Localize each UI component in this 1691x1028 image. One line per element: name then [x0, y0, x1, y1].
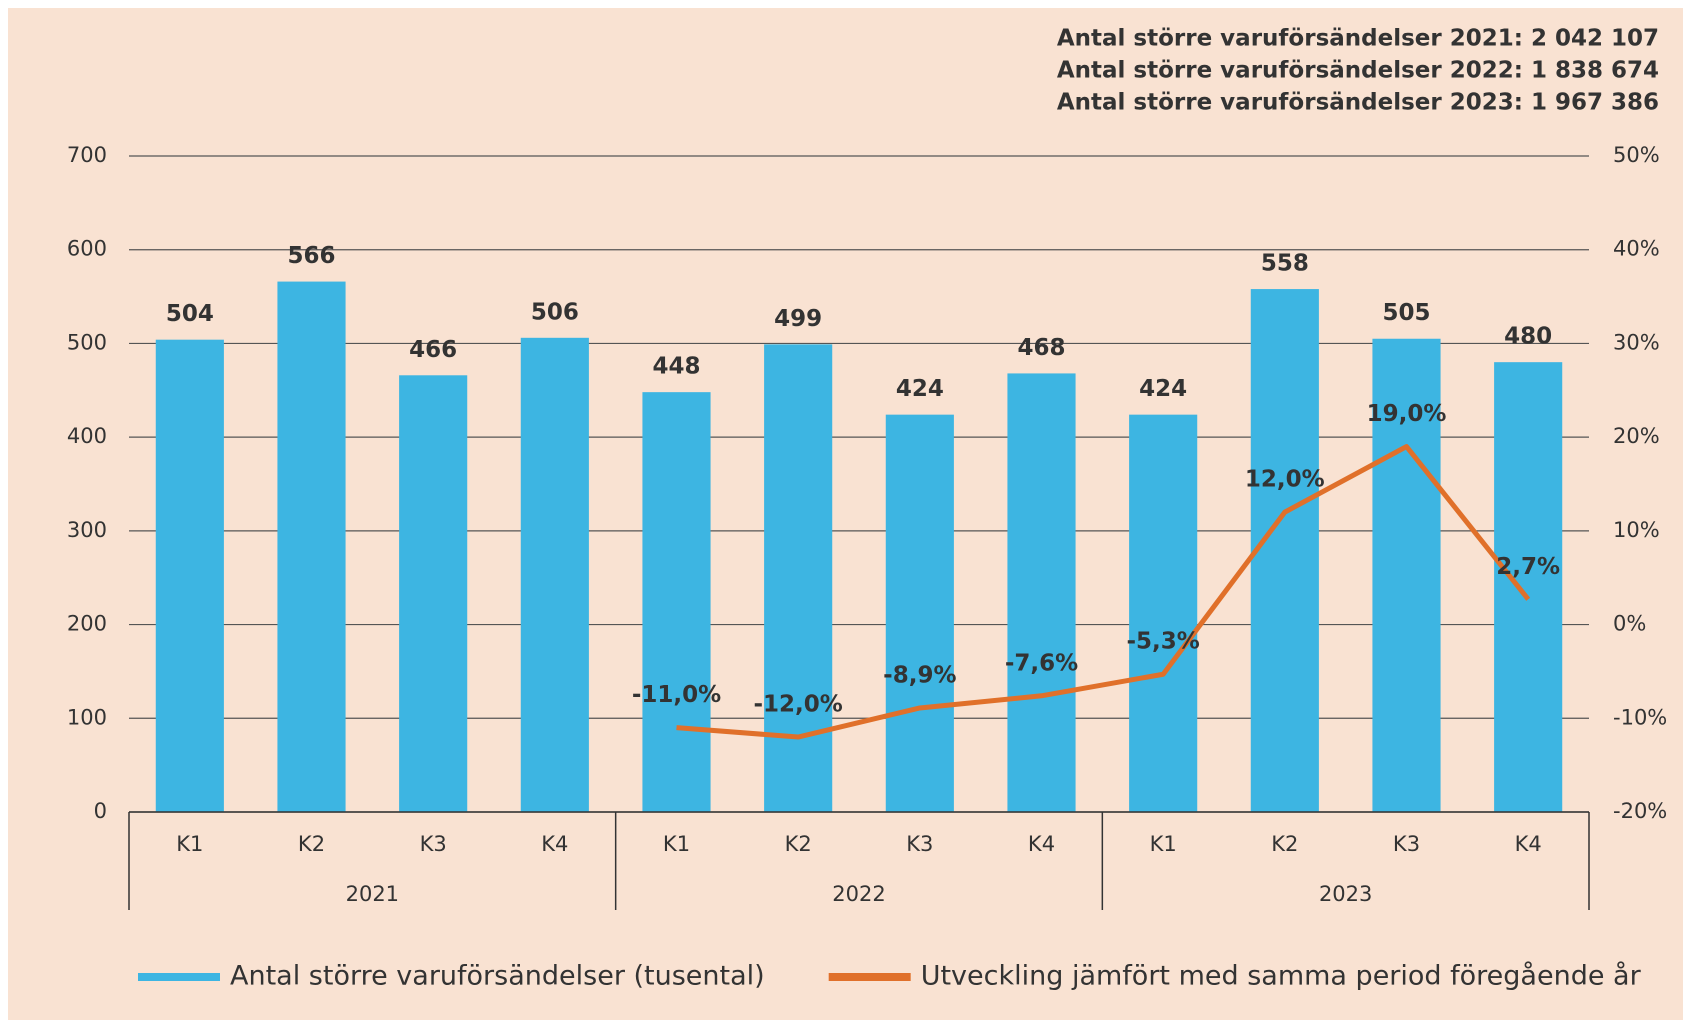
y-tick-label: 500	[67, 330, 107, 354]
y2-tick-label: 10%	[1613, 518, 1660, 542]
x-tick-label: K1	[663, 832, 690, 856]
x-tick-label: K1	[176, 832, 203, 856]
data-label: 558	[1261, 251, 1309, 277]
legend-label: Antal större varuförsändelser (tusental)	[230, 961, 765, 992]
group-label: 2021	[346, 882, 399, 906]
annotation: Antal större varuförsändelser 2021: 2 04…	[1057, 26, 1659, 52]
line	[676, 444, 1531, 740]
bar	[399, 375, 468, 812]
bar	[764, 344, 833, 812]
line-data-label: 2,7%	[1496, 554, 1560, 580]
x-tick-label: K3	[906, 832, 933, 856]
bar	[1494, 362, 1563, 812]
y2-tick-label: 0%	[1613, 612, 1646, 636]
group-label: 2022	[832, 882, 885, 906]
legend-label: Utveckling jämfört med samma period före…	[921, 961, 1642, 992]
x-tick-label: K3	[420, 832, 447, 856]
y2-tick-label: -10%	[1613, 705, 1667, 729]
line-data-label: 12,0%	[1245, 467, 1325, 493]
bar	[1007, 373, 1076, 812]
bar	[1372, 338, 1441, 812]
bar	[642, 392, 711, 812]
line-data-label: -8,9%	[883, 662, 956, 688]
bar	[277, 281, 346, 812]
group-label: 2023	[1319, 882, 1372, 906]
line-data-label: -11,0%	[632, 682, 721, 708]
x-tick-label: K1	[1150, 832, 1177, 856]
y2-tick-label: 20%	[1613, 424, 1660, 448]
x-tick-label: K4	[541, 832, 568, 856]
y2-tick-label: 30%	[1613, 330, 1660, 354]
line-data-label: 19,0%	[1367, 401, 1447, 427]
x-tick-label: K4	[1515, 832, 1542, 856]
data-label: 504	[166, 301, 214, 327]
bar	[885, 414, 954, 812]
y2-tick-label: 50%	[1613, 143, 1660, 167]
x-tick-label: K2	[298, 832, 325, 856]
y-tick-label: 700	[67, 143, 107, 167]
y-tick-label: 400	[67, 424, 107, 448]
line-data-label: -5,3%	[1126, 629, 1199, 655]
x-tick-label: K2	[785, 832, 812, 856]
data-label: 466	[409, 337, 457, 363]
x-tick-label: K3	[1393, 832, 1420, 856]
data-label: 480	[1504, 324, 1552, 350]
line-data-label: -7,6%	[1005, 650, 1078, 676]
data-label: 566	[287, 243, 335, 269]
data-label: 448	[652, 354, 700, 380]
data-label: 506	[531, 299, 579, 325]
y-tick-label: 200	[67, 612, 107, 636]
data-label: 505	[1382, 300, 1430, 326]
y-tick-label: 0	[94, 799, 107, 823]
y2-tick-label: -20%	[1613, 799, 1667, 823]
annotation: Antal större varuförsändelser 2023: 1 96…	[1057, 90, 1659, 116]
x-tick-label: K2	[1271, 832, 1298, 856]
data-label: 499	[774, 306, 822, 332]
y-tick-label: 300	[67, 518, 107, 542]
bar	[520, 337, 589, 812]
bar	[1250, 289, 1319, 812]
data-label: 468	[1017, 335, 1065, 361]
data-label: 424	[1139, 376, 1187, 402]
x-tick-label: K4	[1028, 832, 1055, 856]
y-tick-label: 600	[67, 237, 107, 261]
bar	[155, 339, 224, 812]
line-data-label: -12,0%	[753, 692, 842, 718]
y2-tick-label: 40%	[1613, 237, 1660, 261]
data-label: 424	[896, 376, 944, 402]
annotation: Antal större varuförsändelser 2022: 1 83…	[1057, 58, 1659, 84]
bar	[1129, 414, 1198, 812]
y-tick-label: 100	[67, 705, 107, 729]
